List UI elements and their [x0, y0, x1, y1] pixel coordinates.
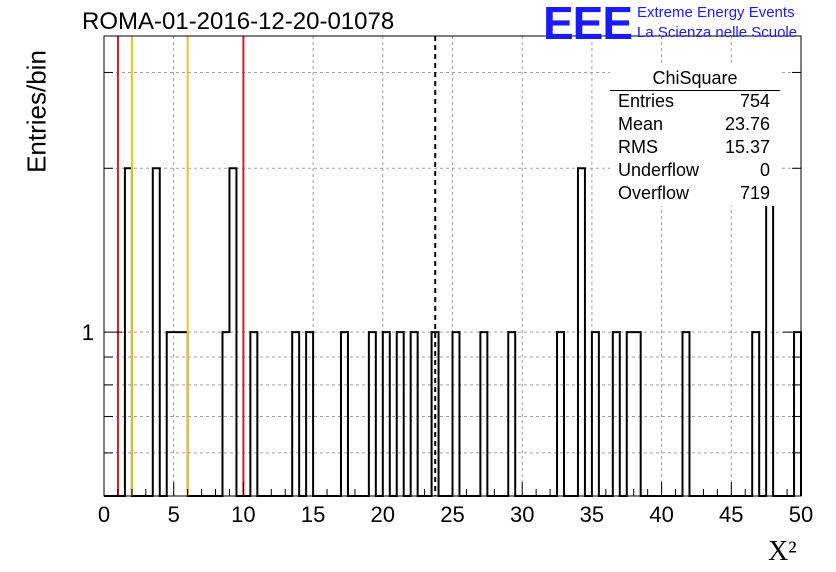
chart-title: ROMA-01-2016-12-20-01078	[82, 8, 395, 35]
stats-value: 0	[759, 160, 770, 180]
logo-line-1: Extreme Energy Events	[637, 4, 795, 21]
x-tick-label: 40	[649, 502, 673, 527]
x-tick-label: 50	[789, 502, 813, 527]
stats-box: ChiSquare Entries 754 Mean 23.76 RMS 15.…	[610, 66, 780, 206]
x-tick-label: 30	[510, 502, 534, 527]
stats-title: ChiSquare	[610, 66, 780, 91]
x-tick-label: 20	[371, 502, 395, 527]
x-tick-label: 25	[440, 502, 464, 527]
logo-line-2: La Scienza nelle Scuole	[637, 24, 798, 41]
stats-value: 23.76	[724, 114, 770, 134]
stats-value: 15.37	[724, 137, 770, 157]
stats-label: Underflow	[618, 160, 700, 180]
stats-value: 754	[739, 91, 770, 111]
stats-label: Overflow	[618, 183, 690, 203]
x-tick-label: 10	[231, 502, 255, 527]
stats-label: RMS	[618, 137, 658, 157]
stats-label: Entries	[618, 91, 675, 111]
x-tick-label: 0	[98, 502, 110, 527]
x-tick-label: 5	[168, 502, 180, 527]
stats-row-underflow: Underflow 0	[610, 160, 780, 183]
stats-row-rms: RMS 15.37	[610, 137, 780, 160]
stats-row-entries: Entries 754	[610, 91, 780, 114]
y-tick-label: 1	[82, 320, 94, 345]
stats-label: Mean	[618, 114, 664, 134]
stats-value: 719	[739, 183, 770, 203]
x-tick-label: 15	[301, 502, 325, 527]
y-axis-label: Entries/bin	[21, 50, 52, 173]
eee-logo: EEE	[543, 0, 633, 49]
stats-row-overflow: Overflow 719	[610, 183, 780, 206]
x-axis-label: X²	[768, 536, 797, 567]
x-tick-label: 35	[580, 502, 604, 527]
x-tick-label: 45	[719, 502, 743, 527]
stats-row-mean: Mean 23.76	[610, 114, 780, 137]
